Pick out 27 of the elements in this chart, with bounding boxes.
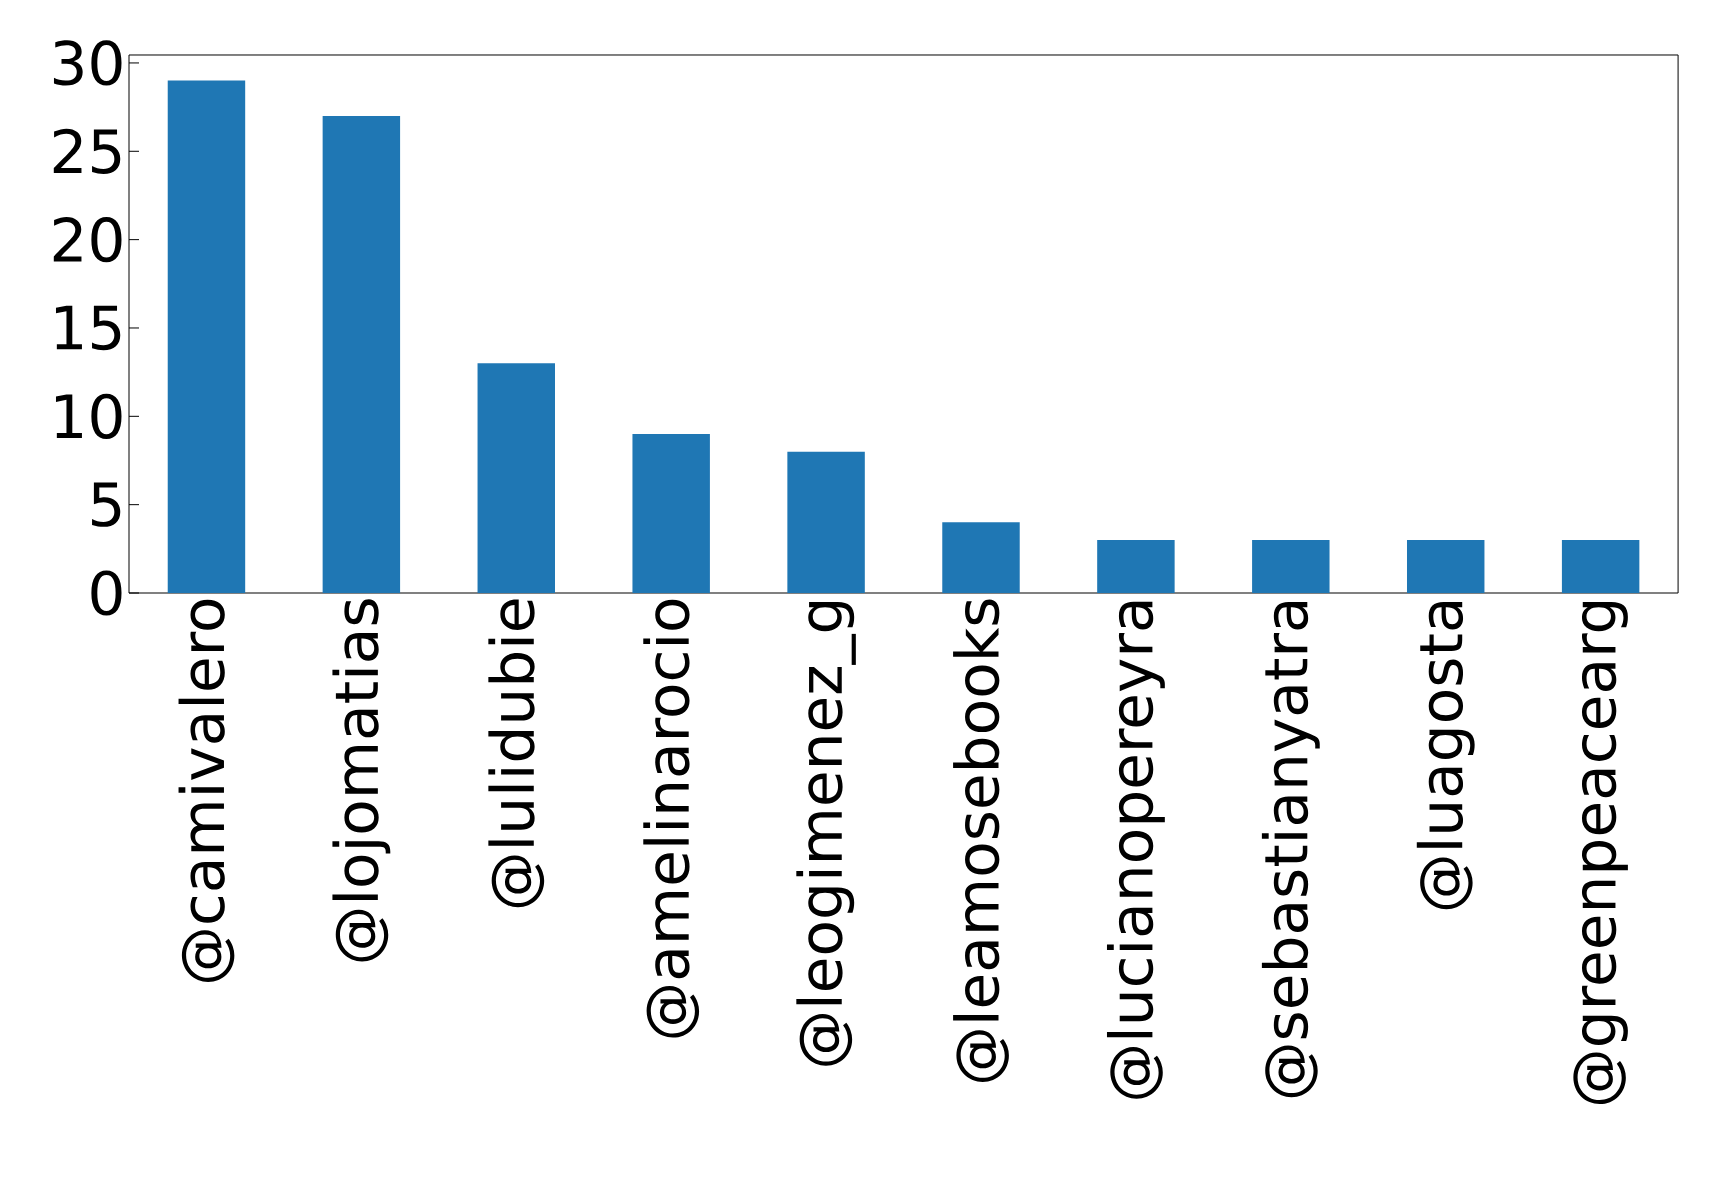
bar [632,433,710,593]
y-tick-label: 30 [53,40,122,86]
bar [322,115,401,593]
x-tick-label: @camivalero [178,599,235,982]
bar [1406,539,1485,593]
bar [942,522,1020,593]
y-tick-label: 5 [92,482,121,527]
bar [1561,539,1640,593]
x-tick-label: @lojomatias [332,599,391,962]
y-tick-label: 25 [53,128,121,174]
x-tick-label: @sebastianyatra [1261,601,1320,1098]
bar [167,80,246,593]
y-tick-label: 20 [53,217,122,263]
x-tick-label: @lulidubie [488,599,545,908]
y-tick-label: 10 [55,393,122,439]
y-tick-label: 0 [91,570,122,616]
x-tick-label: @greenpeacearg [1573,601,1628,1105]
x-tick-label: @lucianopereyra [1106,601,1165,1099]
x-tick-label: @leogimenez_g [796,601,856,1066]
y-tick-label: 15 [55,305,121,351]
x-tick-label: @leamosebooks [953,599,1009,1082]
x-tick-label: @luagosta [1416,601,1475,910]
bar [1097,539,1175,593]
x-tick-label: @amelinarocio [643,599,700,1038]
bar [477,363,555,593]
bar [1252,539,1330,593]
bar [787,451,865,593]
